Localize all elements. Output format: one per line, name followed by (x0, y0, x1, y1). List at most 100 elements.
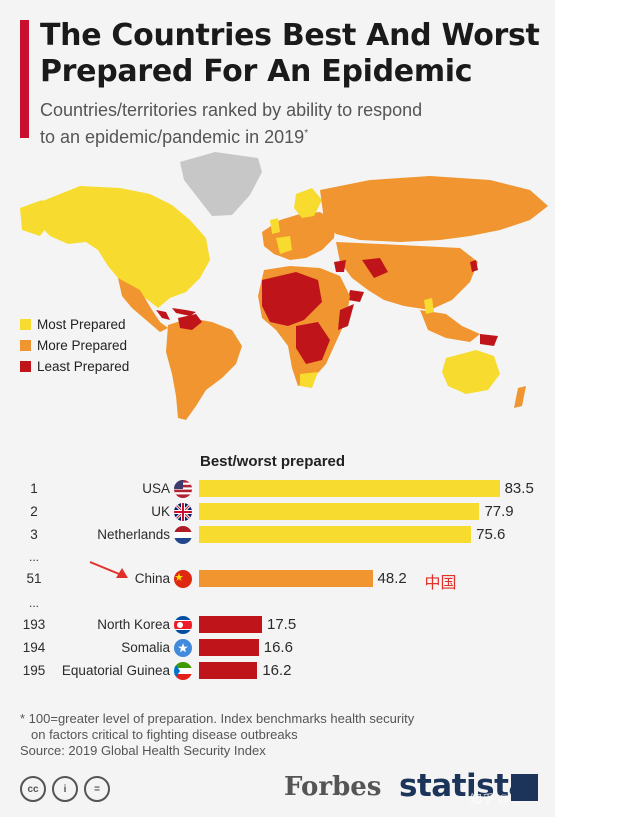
footnote-source: Source: 2019 Global Health Security Inde… (20, 743, 266, 758)
rank-label: 2 (30, 504, 38, 519)
bar-mark (199, 526, 472, 543)
cn-flag-icon (174, 570, 192, 588)
map-venezuela-least (178, 314, 202, 330)
country-label: North Korea (97, 617, 170, 632)
map-yemen-least (348, 290, 364, 302)
legend-swatch-least (20, 361, 31, 372)
right-margin-panel (555, 0, 624, 817)
rank-ellipsis-top: ... (28, 550, 39, 564)
rank-label: 51 (26, 571, 42, 586)
subtitle: Countries/territories ranked by ability … (40, 99, 540, 149)
map-thailand (424, 298, 434, 314)
forbes-logo: Forbes (284, 772, 382, 802)
bar-row: 2 UK 77.9 (0, 502, 555, 522)
map-south-america (166, 318, 242, 420)
bar-row: 195 Equatorial Guinea 16.2 (0, 661, 555, 681)
map-scandinavia (294, 188, 322, 218)
nl-flag-icon (174, 526, 192, 544)
legend-item-most: Most Prepared (20, 314, 129, 335)
bar-row: 193 North Korea 17.5 (0, 615, 555, 635)
subtitle-marker: * (304, 128, 309, 139)
rank-label: 195 (22, 663, 46, 678)
map-africa-least-west (262, 272, 322, 326)
so-flag-icon (174, 639, 192, 657)
country-label: Netherlands (97, 527, 170, 542)
subtitle-line2: to an epidemic/pandemic in 2019 (40, 127, 305, 147)
value-label: 16.2 (262, 662, 292, 679)
map-north-korea-least (470, 260, 478, 272)
bar-row: 194 Somalia 16.6 (0, 638, 555, 658)
legend-item-least: Least Prepared (20, 356, 129, 377)
bar-mark (199, 662, 258, 679)
title-accent-bar (20, 20, 29, 138)
map-caribbean (172, 308, 196, 316)
legend-label-most: Most Prepared (37, 317, 126, 332)
rank-label: 193 (22, 617, 46, 632)
value-label: 77.9 (484, 503, 514, 520)
uk-flag-icon (174, 503, 192, 521)
legend-label-more: More Prepared (37, 338, 128, 353)
no-derivatives-icon: = (84, 776, 110, 802)
bar-row: 3 Netherlands 75.6 (0, 525, 555, 545)
bar-row: 1 USA 83.5 (0, 479, 555, 499)
map-greenland (180, 152, 262, 216)
legend-swatch-most (20, 319, 31, 330)
bar-mark (199, 639, 259, 656)
map-alaska (20, 200, 52, 236)
subtitle-line1: Countries/territories ranked by ability … (40, 100, 423, 120)
map-australia (442, 350, 500, 394)
map-africa-least-central (296, 322, 330, 364)
map-southeast-asia (420, 310, 480, 342)
rank-ellipsis-bottom: ... (28, 596, 39, 610)
rank-label: 194 (22, 640, 46, 655)
china-annotation: 中国 (424, 575, 457, 592)
bar-mark (199, 480, 500, 497)
country-label: Somalia (121, 640, 170, 655)
map-south-africa (300, 372, 318, 388)
map-new-zealand (514, 386, 526, 408)
map-mexico (118, 278, 168, 332)
us-flag-icon (174, 480, 192, 498)
map-afghanistan-least (362, 258, 388, 278)
value-label: 17.5 (267, 616, 297, 633)
attribution-icon: i (52, 776, 78, 802)
kp-flag-icon (174, 616, 192, 634)
rank-label: 3 (30, 527, 38, 542)
country-label: China (134, 571, 170, 586)
value-label: 83.5 (504, 480, 534, 497)
statista-logo: statista (399, 768, 529, 804)
infographic-card: The Countries Best And Worst Prepared Fo… (0, 18, 555, 806)
value-label: 48.2 (377, 570, 407, 587)
footnote: * 100=greater level of preparation. Inde… (20, 711, 540, 759)
page-title: The Countries Best And Worst Prepared Fo… (40, 18, 540, 89)
legend-item-more: More Prepared (20, 335, 129, 356)
footnote-line1: * 100=greater level of preparation. Inde… (20, 711, 415, 726)
map-central-america-least (156, 310, 170, 320)
license-icons: cc i = (20, 776, 110, 802)
bar-row: 51 China 48.2 中国 (0, 569, 555, 592)
value-label: 16.6 (263, 639, 293, 656)
bar-mark (199, 570, 373, 587)
map-syria-least (334, 260, 346, 272)
watermark: 知乎 @... (470, 792, 520, 806)
map-north-america (38, 186, 210, 308)
map-uk (270, 218, 280, 234)
footnote-line2: on factors critical to fighting disease … (31, 727, 298, 742)
rank-label: 1 (30, 481, 38, 496)
bar-mark (199, 503, 480, 520)
country-label: USA (142, 481, 170, 496)
country-label: Equatorial Guinea (61, 663, 170, 678)
legend-label-least: Least Prepared (37, 359, 130, 374)
map-papua-least (480, 334, 498, 346)
map-somalia-least (338, 304, 354, 330)
map-russia (320, 176, 548, 242)
arrow-pointer-icon (89, 561, 128, 578)
gq-flag-icon (174, 662, 192, 680)
map-legend: Most Prepared More Prepared Least Prepar… (20, 314, 129, 377)
map-france (276, 236, 292, 254)
statista-mark-icon (511, 774, 538, 801)
bar-mark (199, 616, 262, 633)
chart-title: Best/worst prepared (200, 453, 346, 470)
world-map (20, 152, 548, 420)
creative-commons-icon: cc (20, 776, 46, 802)
